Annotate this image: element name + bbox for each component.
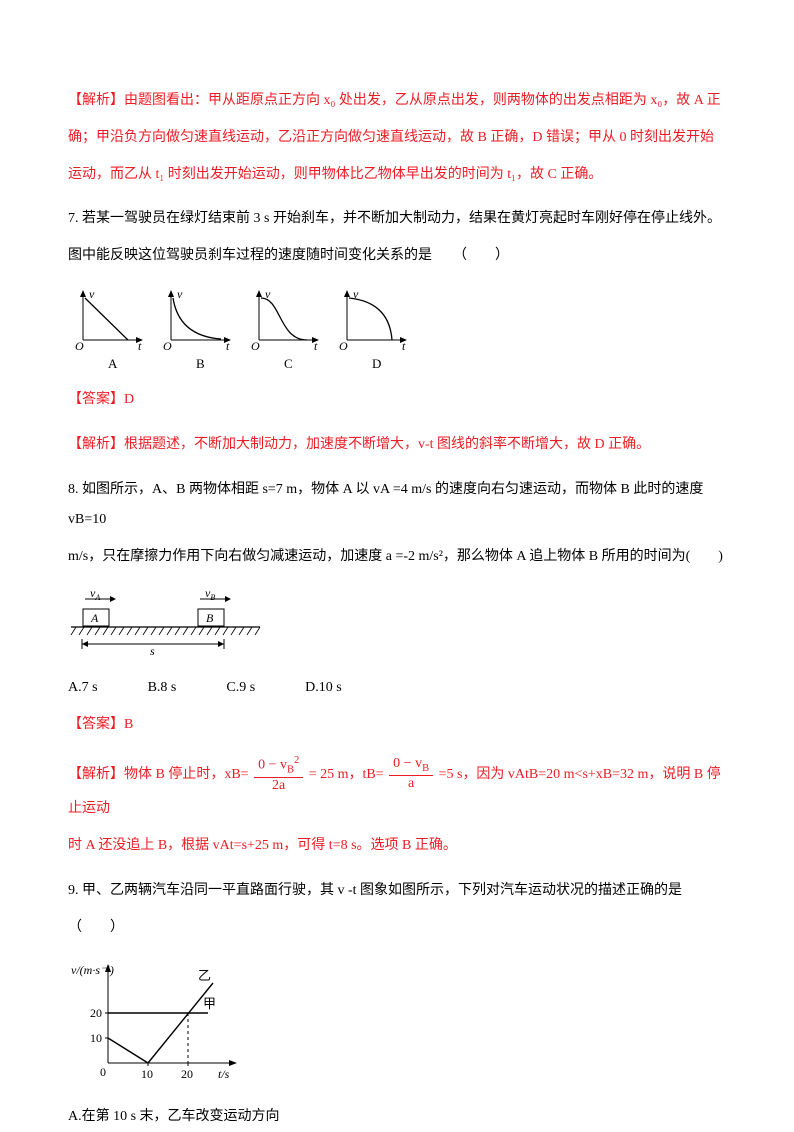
- svg-text:v/(m·s⁻¹): v/(m·s⁻¹): [71, 963, 114, 977]
- frac-2: 0 − vB a: [389, 756, 433, 793]
- svg-text:20: 20: [90, 1006, 102, 1020]
- q8-analysis-l2: 时 A 还没追上 B，根据 vAt=s+25 m，可得 t=8 s。选项 B 正…: [68, 831, 726, 862]
- q7-graphs: v t O A v t O B v t O C v t O D: [68, 286, 726, 371]
- svg-text:t: t: [314, 339, 318, 353]
- frac2-den: a: [389, 776, 433, 793]
- frac1-num: 0 − vB2: [254, 755, 303, 778]
- svg-text:s: s: [150, 644, 155, 658]
- svg-text:10: 10: [141, 1067, 153, 1081]
- q9: 9. 甲、乙两辆汽车沿同一平直路面行驶，其 v -t 图象如图所示，下列对汽车运…: [68, 876, 726, 944]
- svg-text:A: A: [108, 356, 118, 371]
- svg-text:vA: vA: [90, 587, 100, 602]
- svg-text:C: C: [284, 356, 293, 371]
- svg-text:乙: 乙: [198, 968, 211, 983]
- q8-ana-pre: 【解析】物体 B 停止时，xB=: [68, 767, 252, 782]
- q9-opt-a: A.在第 10 s 末，乙车改变运动方向: [68, 1102, 726, 1132]
- q8-text-l1: 8. 如图所示，A、B 两物体相距 s=7 m，物体 A 以 vA =4 m/s…: [68, 475, 726, 537]
- svg-text:t: t: [226, 339, 230, 353]
- frac1-den: 2a: [254, 778, 303, 795]
- q6-analysis: 【解析】由题图看出：甲从距原点正方向 x₀ 处出发，乙从原点出发，则两物体的出发…: [68, 86, 726, 190]
- svg-text:O: O: [251, 339, 260, 353]
- q8-answer: 【答案】B: [68, 710, 726, 741]
- q8-analysis-l1: 【解析】物体 B 停止时，xB= 0 − vB2 2a = 25 m，tB= 0…: [68, 755, 726, 826]
- frac-1: 0 − vB2 2a: [254, 755, 303, 795]
- svg-text:20: 20: [181, 1067, 193, 1081]
- svg-text:v: v: [353, 287, 359, 301]
- q8-mid1: = 25 m，tB=: [309, 767, 387, 782]
- svg-text:v: v: [177, 287, 183, 301]
- q8-opt-b: B.8 s: [148, 673, 177, 704]
- q9-text-l1: 9. 甲、乙两辆汽车沿同一平直路面行驶，其 v -t 图象如图所示，下列对汽车运…: [68, 876, 726, 907]
- q7-text-l2: 图中能反映这位驾驶员刹车过程的速度随时间变化关系的是 （ ）: [68, 241, 726, 272]
- svg-text:vB: vB: [205, 587, 215, 602]
- q6-analysis-l1: 【解析】由题图看出：甲从距原点正方向 x₀ 处出发，乙从原点出发，则两物体的出发…: [68, 86, 726, 117]
- svg-text:O: O: [339, 339, 348, 353]
- q8-opt-a: A.7 s: [68, 673, 98, 704]
- svg-text:D: D: [372, 356, 381, 371]
- q8-opt-c: C.9 s: [226, 673, 255, 704]
- q9-graph: 10 20 10 20 v/(m·s⁻¹) t/s 甲 乙 0: [68, 958, 726, 1088]
- svg-text:A: A: [90, 611, 99, 625]
- svg-text:B: B: [206, 611, 214, 625]
- q8-opt-d: D.10 s: [305, 673, 342, 704]
- q7-answer: 【答案】D: [68, 385, 726, 416]
- svg-text:v: v: [89, 287, 95, 301]
- svg-text:10: 10: [90, 1031, 102, 1045]
- q8: 8. 如图所示，A、B 两物体相距 s=7 m，物体 A 以 vA =4 m/s…: [68, 475, 726, 573]
- frac2-num: 0 − vB: [389, 756, 433, 776]
- q7: 7. 若某一驾驶员在绿灯结束前 3 s 开始刹车，并不断加大制动力，结果在黄灯亮…: [68, 204, 726, 272]
- q8-text-l2: m/s，只在摩擦力作用下向右做匀减速运动，加速度 a =-2 m/s²，那么物体…: [68, 542, 726, 573]
- q6-analysis-l2: 确；甲沿负方向做匀速直线运动，乙沿正方向做匀速直线运动，故 B 正确，D 错误；…: [68, 123, 726, 154]
- svg-text:v: v: [265, 287, 271, 301]
- svg-text:t: t: [138, 339, 142, 353]
- q9-text-l2: （ ）: [68, 913, 726, 944]
- svg-text:B: B: [196, 356, 205, 371]
- vt-graphs-svg: v t O A v t O B v t O C v t O D: [68, 286, 428, 371]
- svg-text:O: O: [75, 339, 84, 353]
- svg-text:t: t: [402, 339, 406, 353]
- svg-text:t/s: t/s: [218, 1067, 230, 1081]
- q8-diagram: A vA B vB s: [68, 587, 726, 659]
- q8-options: A.7 s B.8 s C.9 s D.10 s: [68, 673, 726, 704]
- svg-text:O: O: [163, 339, 172, 353]
- svg-text:0: 0: [100, 1065, 106, 1079]
- svg-text:甲: 甲: [203, 996, 216, 1011]
- q8-analysis: 【解析】物体 B 停止时，xB= 0 − vB2 2a = 25 m，tB= 0…: [68, 755, 726, 862]
- blocks-svg: A vA B vB s: [68, 587, 268, 659]
- q6-analysis-l3: 运动，而乙从 t₁ 时刻出发开始运动，则甲物体比乙物体早出发的时间为 t₁，故 …: [68, 160, 726, 191]
- q7-text-l1: 7. 若某一驾驶员在绿灯结束前 3 s 开始刹车，并不断加大制动力，结果在黄灯亮…: [68, 204, 726, 235]
- q9-svg: 10 20 10 20 v/(m·s⁻¹) t/s 甲 乙 0: [68, 958, 248, 1088]
- q7-analysis: 【解析】根据题述，不断加大制动力，加速度不断增大，v-t 图线的斜率不断增大，故…: [68, 430, 726, 461]
